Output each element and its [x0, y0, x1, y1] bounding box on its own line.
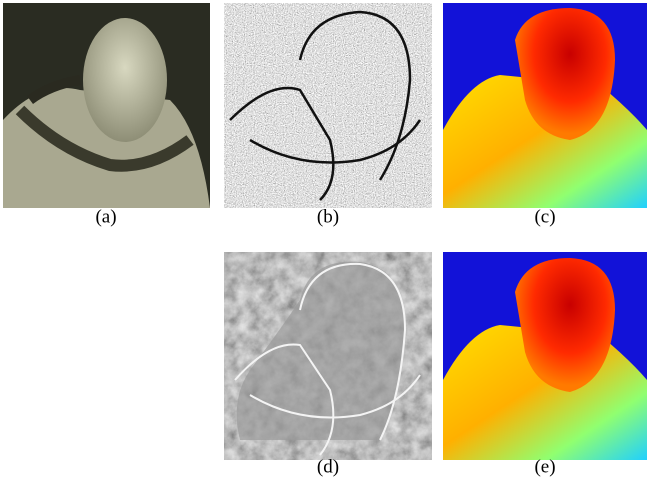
gradient-panel — [224, 3, 432, 208]
figure: (a) (b) (c) (d) (e) — [0, 0, 647, 481]
caption: (e) — [534, 456, 555, 477]
caption: (d) — [317, 456, 339, 477]
caption: (a) — [95, 206, 116, 227]
refined-depth-panel — [443, 252, 647, 460]
page: (a) (b) (c) (d) (e) (() => { const data … — [0, 0, 647, 481]
confidence-panel — [224, 252, 432, 460]
caption: (b) — [317, 206, 339, 227]
photo-panel — [3, 3, 210, 208]
depth-panel — [443, 3, 647, 208]
caption: (c) — [534, 206, 555, 227]
